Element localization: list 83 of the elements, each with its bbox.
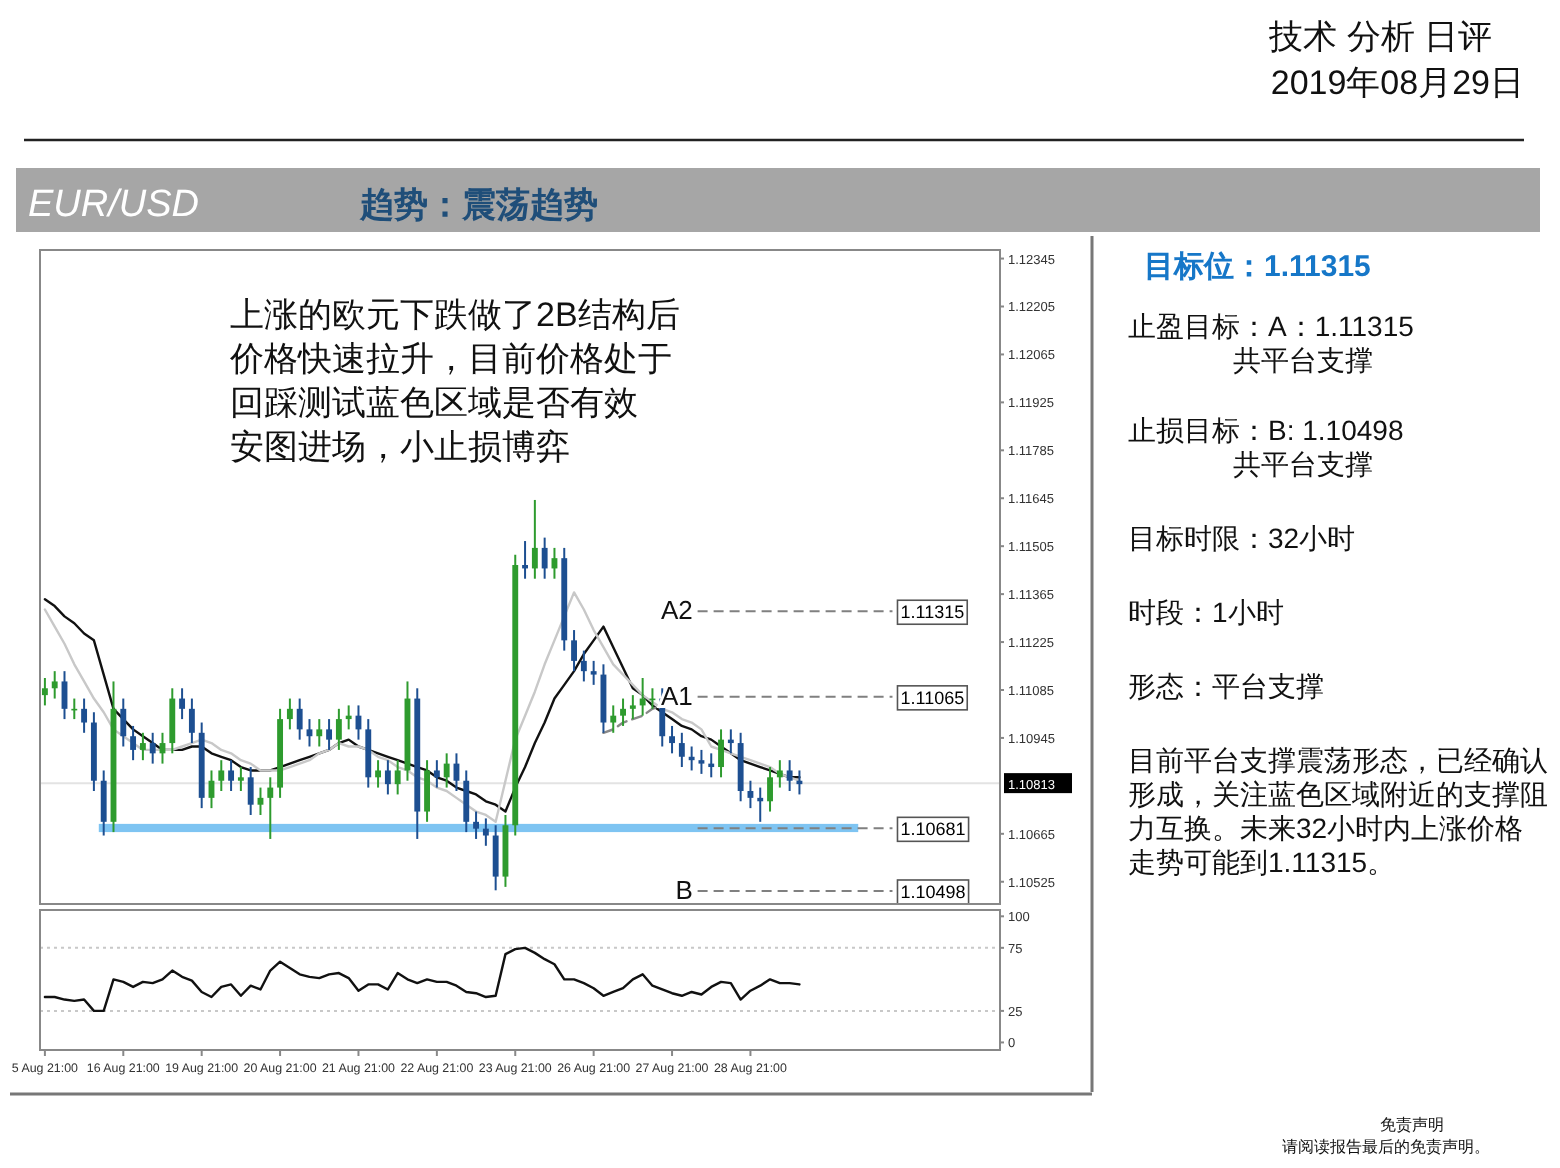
annotation: 回踩测试蓝色区域是否有效	[230, 384, 638, 422]
candlestick	[531, 498, 538, 580]
candlestick	[424, 759, 431, 823]
candlestick	[747, 779, 754, 810]
candlestick	[365, 718, 372, 789]
candlestick	[218, 759, 225, 793]
candlestick	[620, 697, 626, 727]
candlestick	[41, 677, 48, 707]
candlestick	[267, 776, 274, 840]
candlestick	[228, 759, 235, 793]
candlestick	[688, 745, 695, 772]
candlestick	[492, 824, 499, 892]
candlestick	[590, 659, 597, 686]
candlestick	[130, 724, 137, 762]
candlestick	[296, 697, 303, 741]
candlestick	[394, 759, 401, 796]
chart-subtitle: 趋势：震荡趋势	[358, 186, 598, 224]
text: 时段：1小时	[1128, 596, 1286, 630]
candlestick	[326, 718, 333, 751]
candlestick	[247, 766, 254, 816]
text: 免责声明	[1380, 1116, 1444, 1134]
ref-line-label: 1.11065	[900, 687, 965, 708]
candlestick	[718, 728, 724, 779]
candlestick	[669, 724, 675, 755]
annotation: A2	[660, 595, 693, 626]
ref-line-label: 1.11315	[900, 602, 965, 623]
candlestick	[81, 697, 88, 734]
candlestick	[678, 731, 685, 769]
candlestick	[375, 759, 382, 789]
candlestick	[482, 817, 489, 847]
candlestick	[541, 536, 548, 580]
candlestick	[629, 694, 636, 721]
candlestick	[237, 766, 244, 793]
candlestick	[433, 759, 440, 789]
candlestick	[698, 748, 705, 775]
line-series	[43, 946, 801, 1013]
candlestick	[571, 629, 577, 673]
candlestick	[610, 704, 617, 734]
candlestick	[384, 759, 391, 796]
candlestick	[51, 670, 58, 700]
chart-title: EUR/USD	[28, 184, 200, 226]
annotation: 上涨的欧元下跌做了2B结构后	[230, 296, 680, 334]
text: 形态：平台支撑	[1128, 670, 1326, 704]
text: 请阅读报告最后的免责声明。	[1282, 1138, 1490, 1156]
text: 共平台支撑	[1231, 344, 1375, 378]
text: 2019年08月29日	[1270, 64, 1524, 102]
candlestick	[786, 759, 793, 793]
text: 止盈目标：A：1.11315	[1128, 310, 1416, 344]
text: 目标位：1.11315	[1144, 248, 1373, 286]
annotation: B	[675, 874, 693, 905]
candlestick	[776, 759, 783, 789]
candlestick	[179, 687, 186, 721]
candlestick	[767, 766, 773, 813]
candlestick	[188, 697, 195, 745]
text: 止损目标：B: 1.10498	[1128, 414, 1406, 448]
candlestick	[335, 707, 342, 751]
candlestick	[120, 697, 127, 748]
candlestick	[737, 731, 744, 803]
candlestick	[708, 752, 715, 779]
annotation: 安图进场，小止损博弈	[230, 428, 570, 466]
candlestick	[100, 769, 107, 837]
candlestick	[522, 540, 528, 580]
candlestick	[169, 687, 176, 755]
text: 共平台支撑	[1231, 448, 1375, 482]
candlestick	[727, 728, 734, 755]
candlestick	[443, 752, 450, 789]
ref-line-label: 1.10498	[900, 881, 966, 902]
candlestick	[473, 810, 479, 840]
text: 技术 分析 日评	[1267, 18, 1492, 56]
text: 目前平台支撑震荡形态，已经确认形成，关注蓝色区域附近的支撑阻力互换。未来32小时内上涨价格走势可能到1.11315。	[1128, 744, 1548, 880]
candlestick	[316, 718, 323, 748]
candlestick	[139, 731, 146, 762]
candlestick	[149, 731, 156, 765]
text: 目标时限：32小时	[1128, 522, 1358, 556]
candlestick	[286, 697, 293, 731]
candlestick	[345, 704, 352, 731]
candlestick	[639, 677, 646, 717]
annotation: 价格快速拉升，目前价格处于	[228, 340, 672, 378]
ref-line-label: 1.10681	[900, 819, 966, 840]
candlestick	[463, 769, 470, 834]
candlestick	[796, 769, 803, 796]
candlestick	[580, 649, 587, 683]
candlestick	[757, 786, 764, 823]
